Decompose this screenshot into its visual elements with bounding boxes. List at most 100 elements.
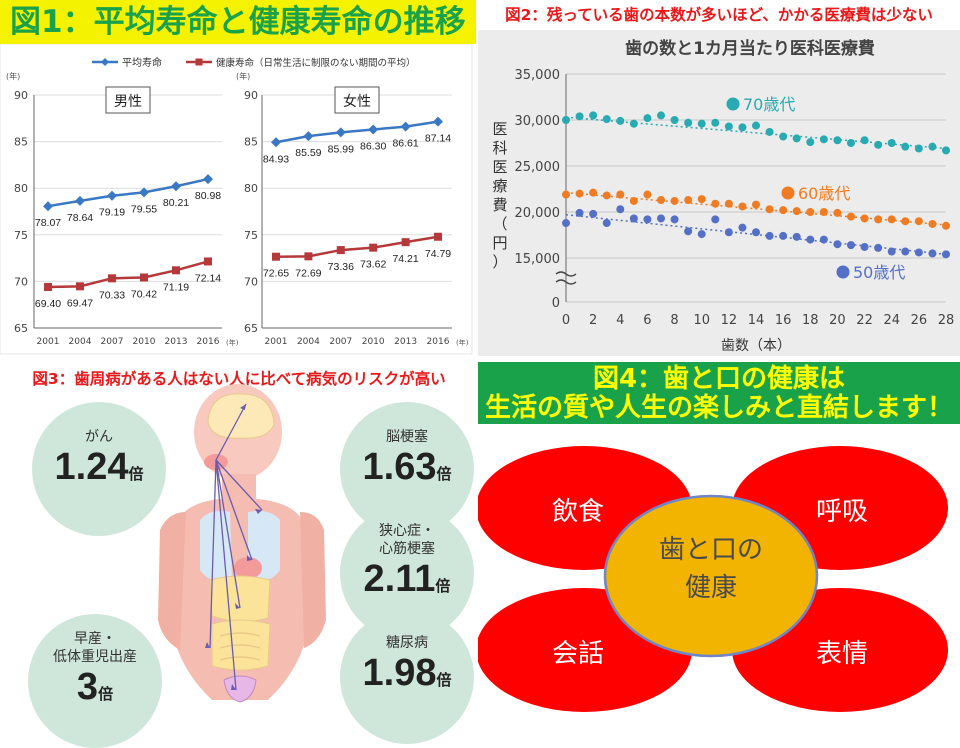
risk-unit: 倍 xyxy=(98,685,114,703)
x-tick-label: 12 xyxy=(721,313,738,328)
risk-label-2: 心筋梗塞 xyxy=(379,541,435,557)
risk-unit: 倍 xyxy=(436,671,452,689)
series-70s-point xyxy=(562,116,570,124)
series-70s-point xyxy=(697,119,706,128)
x-tick-label: 8 xyxy=(670,313,678,328)
series-50s-point xyxy=(616,205,625,214)
risk-value: 1.63 xyxy=(362,446,437,488)
avg-life-point xyxy=(400,121,411,132)
data-label: 85.99 xyxy=(328,143,354,155)
avg-life-point xyxy=(271,137,281,148)
data-label: 69.40 xyxy=(35,298,61,310)
healthy-life-point xyxy=(336,246,345,255)
legend-healthy-label: 健康寿命（日常生活に制限のない期間の平均） xyxy=(216,57,416,69)
x-tick-label: 2 xyxy=(589,313,597,328)
stomach-shape xyxy=(209,575,271,622)
series-50s-point xyxy=(738,223,747,232)
center-label-1: 歯と口の xyxy=(659,535,763,565)
series-70s-point xyxy=(724,122,733,131)
y-axis-label-char: 円 xyxy=(492,234,507,252)
healthy-life-point xyxy=(369,243,378,252)
panel-female: (年) 65 70 75 80 85 90 2001 2004 2007 2010 2013 2016 (… xyxy=(236,71,469,347)
series-70s-point xyxy=(819,135,828,144)
series-70s-point xyxy=(901,142,910,151)
x-tick-label: 2013 xyxy=(394,337,417,347)
healthy-life-point xyxy=(172,266,180,275)
series-70s-point xyxy=(914,144,923,153)
data-label: 78.64 xyxy=(67,212,93,224)
series-50s-point xyxy=(901,247,910,256)
risk-diabetes: 糖尿病 1.98倍 xyxy=(340,610,474,744)
series-70s-point xyxy=(874,140,883,149)
x-tick-label: 2004 xyxy=(69,337,92,347)
data-label: 74.21 xyxy=(392,253,418,265)
axis-break-symbol xyxy=(555,271,577,285)
series-60s-point xyxy=(657,196,665,205)
data-label: 87.14 xyxy=(425,133,451,145)
x-tick-label: 22 xyxy=(856,313,873,328)
y-axis-label-char: 科 xyxy=(492,139,507,157)
series-60s-point xyxy=(792,207,801,216)
y-tick-label: 0 xyxy=(552,296,560,311)
data-label: 79.55 xyxy=(131,203,157,215)
fig4-title-line2: 生活の質や人生の楽しみと直結します！ xyxy=(484,393,953,423)
petal-label: 呼吸 xyxy=(816,497,868,527)
healthy-life-point xyxy=(272,252,280,261)
panel-label-box xyxy=(334,86,380,114)
series-50s-point xyxy=(833,240,842,249)
chart-title: 歯の数と1カ月当たり医科医療費 xyxy=(625,38,875,59)
panel-label: 女性 xyxy=(343,93,371,110)
y-tick-label: 85 xyxy=(14,136,28,149)
series-70s-point xyxy=(806,138,815,147)
data-label: 78.07 xyxy=(35,217,61,229)
risk-label: 脳梗塞 xyxy=(386,429,428,445)
fig1-line-chart: 平均寿命 健康寿命（日常生活に制限のない期間の平均） (年) 65 70 75 80 85 90… xyxy=(0,44,476,356)
y-tick-label: 90 xyxy=(14,89,28,102)
healthy-life-point xyxy=(44,282,52,291)
risk-unit: 倍 xyxy=(435,577,451,595)
series-60s-point xyxy=(901,217,910,226)
series-70s-point xyxy=(643,114,652,123)
avg-life-point xyxy=(139,187,149,198)
series-60s-point xyxy=(738,202,747,211)
fig4-title-line1: 図4：歯と口の健康は xyxy=(592,364,846,394)
petal-label: 表情 xyxy=(816,639,868,669)
series-60s-point xyxy=(860,214,869,223)
center-oval xyxy=(603,494,819,658)
avg-life-line xyxy=(47,177,209,208)
y-tick-label: 70 xyxy=(244,275,258,288)
avg-life-point xyxy=(368,124,379,135)
risk-label-2: 低体重児出産 xyxy=(53,649,137,665)
risk-unit: 倍 xyxy=(436,465,452,483)
series-50s-point xyxy=(602,219,611,228)
risk-stroke: 脳梗塞 1.63倍 xyxy=(340,402,474,536)
x-tick-label: 2016 xyxy=(427,337,450,347)
x-tick-label: 4 xyxy=(616,313,624,328)
series-60s-point xyxy=(752,200,760,209)
data-label: 69.47 xyxy=(67,297,93,309)
data-label: 79.19 xyxy=(99,207,125,219)
series-60s-point xyxy=(575,189,584,198)
avg-life-point xyxy=(335,127,346,138)
series-50s-point xyxy=(874,243,883,252)
y-axis-label-char: ） xyxy=(492,253,507,271)
avg-life-point xyxy=(303,131,314,142)
series-60s-point xyxy=(779,206,788,215)
risk-value: 1.98 xyxy=(362,652,437,694)
panel-male: (年) 65 70 75 80 85 90 2001 2004 2007 2010 2013 2016 (… xyxy=(6,71,239,347)
series-60s-trendline xyxy=(565,191,947,226)
x-tick-label: 2001 xyxy=(37,337,60,347)
series-60s-legend-label: 60歳代 xyxy=(798,184,850,203)
x-tick-label: 28 xyxy=(938,313,955,328)
y-tick-label: 30,000 xyxy=(515,114,561,129)
series-70s-point xyxy=(792,134,801,143)
data-label: 73.36 xyxy=(328,261,354,273)
series-50s-point xyxy=(860,242,869,251)
series-60s-point xyxy=(724,199,733,208)
x-tick-label: 6 xyxy=(643,313,651,328)
series-50s-point xyxy=(562,219,570,228)
x-tick-label: 2007 xyxy=(329,337,352,347)
risk-cancer: がん 1.24倍 xyxy=(32,402,166,536)
x-tick-label: 2016 xyxy=(197,337,220,347)
lungs-shape xyxy=(200,511,232,582)
